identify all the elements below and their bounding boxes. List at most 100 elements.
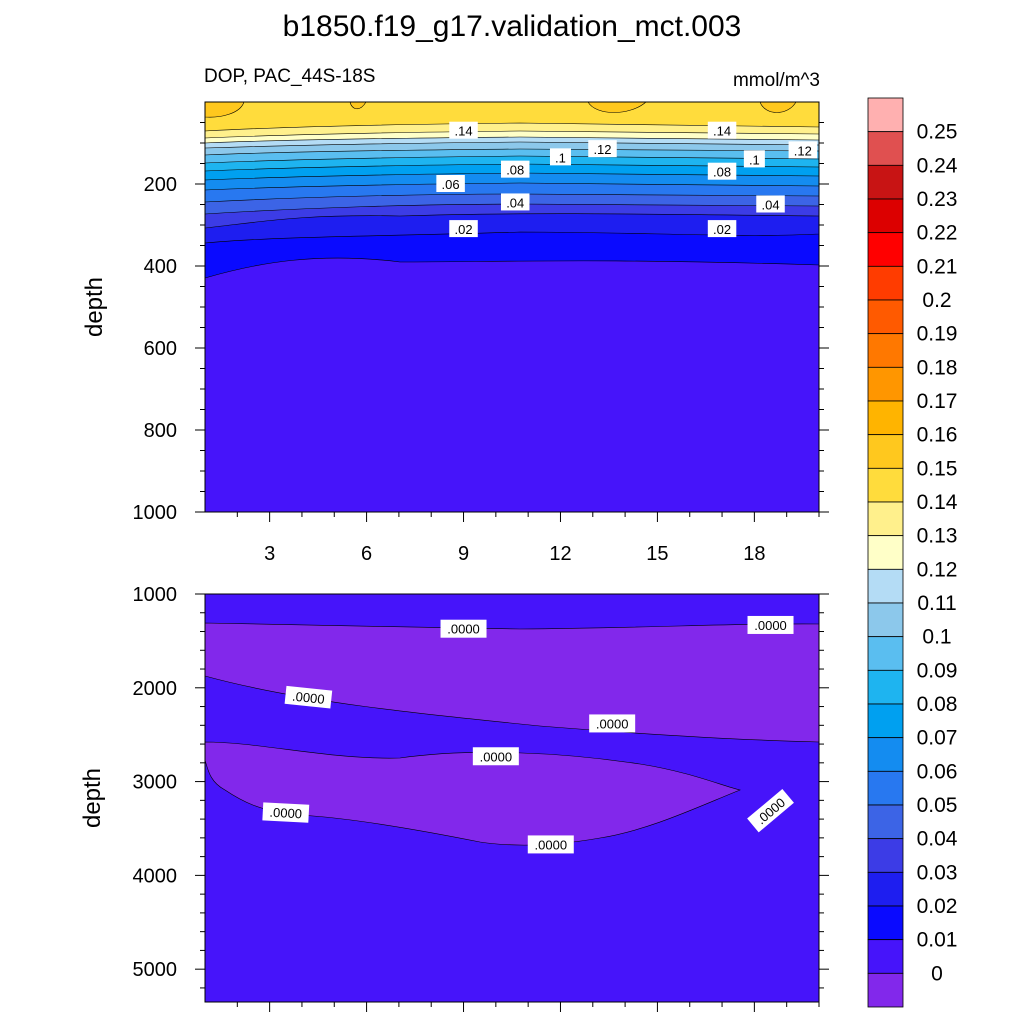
lower-contour-label-4: .0000 [480,749,513,764]
upper-contour-label-7: .08 [713,165,731,180]
lower-panel: 1000 2000 3000 4000 5000 .0000 .0000 .0000 .000… [79,584,829,1012]
lower-contour-label-bg-1 [747,615,794,634]
lower-contour-label-bg-3 [589,714,636,733]
colorbar-box-26 [867,972,904,1008]
colorbar-label-20: 0.05 [917,794,958,817]
units-label: mmol/m^3 [733,70,820,91]
upper-contour-label-4: .1 [555,150,566,165]
upper-xtick-label-2: 9 [458,543,469,565]
lower-contour-label-group-2: .0000 [284,685,333,709]
upper-xtick-label-1: 6 [361,543,372,565]
upper-contour-label-bg-0 [449,121,478,139]
colorbar-box-14 [867,568,904,604]
upper-contour-label-bg-12 [707,220,737,238]
colorbar: 0.25 0.24 0.23 0.22 0.21 0.2 0.19 0.18 0.17 0.16 0… [867,97,958,1008]
upper-ytick-label-1: 400 [144,256,177,278]
lower-ytick-label-4: 5000 [133,959,178,981]
lower-ylabel: depth [79,768,106,828]
colorbar-label-19: 0.06 [917,760,958,783]
lower-ytick-label-0: 1000 [133,584,178,606]
colorbar-box-2 [867,164,904,200]
upper-contour-label-bg-8 [436,175,465,192]
colorbar-box-18 [867,703,904,739]
upper-band-014 [204,101,820,132]
colorbar-label-3: 0.22 [917,222,958,245]
colorbar-box-8 [867,366,904,402]
colorbar-box-25 [867,939,904,974]
colorbar-label-15: 0.1 [922,626,951,649]
lower-contour-label-bg-2 [284,685,333,709]
lower-contour-label-bg-5 [262,802,310,823]
upper-ytick-label-3: 800 [144,420,177,442]
colorbar-box-11 [867,467,904,503]
colorbar-label-4: 0.21 [917,255,958,278]
upper-ylabel: depth [81,277,108,337]
upper-contour-label-bg-3 [788,141,818,159]
lower-ytick-label-2: 3000 [133,772,178,794]
upper-contour-label-0: .14 [454,124,472,139]
colorbar-box-23 [867,871,904,907]
colorbar-label-21: 0.04 [917,828,958,851]
lower-ytick-label-1: 2000 [133,678,178,700]
upper-contour-label-bg-2 [588,140,617,158]
upper-ytick-label-0: 200 [144,174,177,196]
lower-ytick-label-3: 4000 [133,865,178,887]
upper-ytick-label-4: 1000 [133,502,178,524]
colorbar-label-13: 0.12 [917,558,958,581]
lower-contour-label-1: .0000 [754,618,787,633]
upper-contour-label-11: .02 [454,222,472,237]
colorbar-label-22: 0.03 [917,861,958,884]
lower-contour-label-5: .0000 [269,805,302,822]
lower-contour-label-2: .0000 [291,689,325,707]
upper-contour-label-12: .02 [713,222,731,237]
colorbar-label-10: 0.15 [917,457,958,480]
upper-contour-label-bg-6 [500,160,530,178]
colorbar-box-4 [867,232,904,267]
lower-contour-label-3: .0000 [596,716,629,731]
colorbar-box-6 [867,299,904,335]
colorbar-label-5: 0.2 [922,289,951,312]
lower-contour-label-group-5: .0000 [262,802,310,823]
lower-contour-label-bg-6 [527,835,574,854]
upper-contour-label-8: .06 [442,177,460,192]
colorbar-label-23: 0.02 [917,895,958,918]
colorbar-box-5 [867,265,904,301]
colorbar-label-14: 0.11 [917,592,956,615]
colorbar-label-11: 0.14 [917,491,958,514]
upper-contour-labels: .14 .14 .12 .12 .1 .1 .08 .08 .06 .04 .04 .02 .02 [436,121,818,238]
colorbar-box-22 [867,838,904,873]
left-string: DOP, PAC_44S-18S [204,66,375,87]
colorbar-box-7 [867,333,904,368]
colorbar-box-3 [867,198,904,234]
upper-ytick-label-2: 600 [144,338,177,360]
lower-contour-label-group-6: .0000 [527,835,574,854]
colorbar-label-7: 0.18 [917,356,958,379]
upper-contour-label-1: .14 [713,124,731,139]
colorbar-box-15 [867,602,904,638]
colorbar-box-20 [867,770,904,806]
lower-contour-label-group-0: .0000 [440,619,487,638]
upper-contour-label-bg-1 [707,121,737,139]
upper-contour-label-2: .12 [593,142,611,157]
colorbar-label-24: 0.01 [917,929,958,952]
upper-contour-label-bg-9 [500,193,530,211]
colorbar-box-17 [867,669,904,705]
colorbar-box-10 [867,434,904,469]
colorbar-label-2: 0.23 [917,188,958,211]
upper-xtick-label-3: 12 [549,543,571,565]
colorbar-label-1: 0.24 [917,154,958,177]
colorbar-box-0 [867,97,904,133]
colorbar-box-21 [867,804,904,840]
colorbar-label-8: 0.17 [917,390,958,413]
upper-contour-label-bg-5 [743,150,765,168]
upper-xtick-label-4: 15 [646,543,668,565]
upper-contour-label-5: .1 [749,152,760,167]
colorbar-box-1 [867,131,904,166]
colorbar-label-16: 0.09 [917,659,958,682]
colorbar-box-9 [867,400,904,436]
upper-contour-label-bg-10 [756,195,785,213]
upper-contour-label-6: .08 [506,163,524,178]
lower-contour-label-bg-7 [747,788,794,833]
colorbar-box-24 [867,905,904,941]
